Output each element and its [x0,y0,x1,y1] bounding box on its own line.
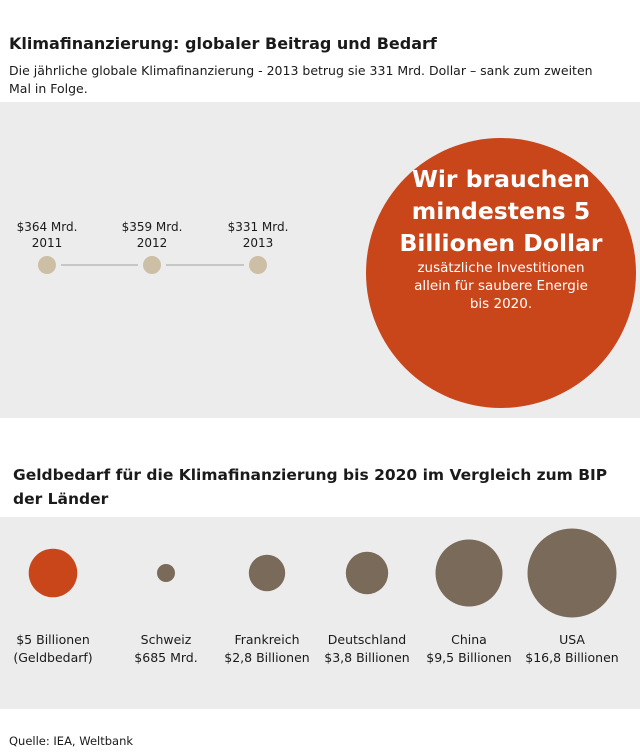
bubble-value: $16,8 Billionen [525,650,619,665]
section-title: Geldbedarf für die Klimafinanzierung bis… [13,466,608,508]
page-subtitle: Die jährliche globale Klimafinanzierung … [9,63,593,96]
bubble-category: China [451,632,487,647]
timeline-value: $331 Mrd. [227,220,289,234]
bubble-category: $5 Billionen [16,632,90,647]
timeline-label: $364 Mrd. 2011 [7,219,87,251]
timeline-label: $331 Mrd. 2013 [218,219,298,251]
bubble-country [157,564,175,582]
bubble-label: USA $16,8 Billionen [512,631,632,667]
callout-circle: Wir brauchen mindestens 5 Billionen Doll… [366,138,636,408]
timeline-label: $359 Mrd. 2012 [112,219,192,251]
bubble-category: USA [559,632,585,647]
bubble-svg [28,528,617,618]
timeline-dot [249,256,267,274]
callout-headline: Wir brauchen mindestens 5 Billionen Doll… [399,165,603,257]
timeline-year: 2011 [31,236,63,250]
bubble-label: China $9,5 Billionen [409,631,529,667]
callout-text: zusätzliche Investitionen allein für sau… [414,260,588,312]
bubble-category: Deutschland [327,632,407,647]
bubble-country [345,551,389,595]
timeline-dot [143,256,161,274]
bubble-country [527,528,617,618]
timeline-value: $359 Mrd. [121,220,183,234]
bubble-value: (Geldbedarf) [13,650,93,665]
bubble-value: $2,8 Billionen [224,650,310,665]
bubble-value: $3,8 Billionen [324,650,410,665]
bubble-category: Frankreich [234,632,300,647]
source-note: Quelle: IEA, Weltbank [9,734,134,748]
bubble-label: $5 Billionen (Geldbedarf) [0,631,113,667]
timeline-value: $364 Mrd. [16,220,78,234]
bubble-country [435,539,503,607]
timeline-year: 2013 [242,236,274,250]
timeline-svg [38,256,267,274]
timeline-dot [38,256,56,274]
bubble-value: $9,5 Billionen [426,650,512,665]
bubble-geldbedarf [28,548,78,598]
bubble-label: Schweiz $685 Mrd. [106,631,226,667]
bubble-country [248,554,286,592]
bubble-panel [0,517,640,709]
page-title: Klimafinanzierung: globaler Beitrag und … [9,34,437,53]
bubble-value: $685 Mrd. [134,650,198,665]
timeline-year: 2012 [136,236,168,250]
bubble-label: Deutschland $3,8 Billionen [307,631,427,667]
bubble-category: Schweiz [140,632,192,647]
bubble-label: Frankreich $2,8 Billionen [207,631,327,667]
